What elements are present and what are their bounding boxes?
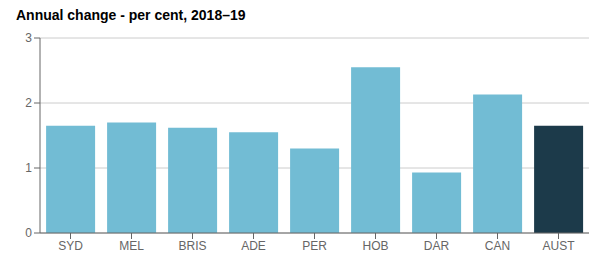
svg-text:HOB: HOB xyxy=(362,239,388,253)
svg-text:3: 3 xyxy=(25,31,32,45)
html-text:Annual change - per cent, 2018: Annual change - per cent, 2018–19 xyxy=(16,7,246,23)
svg-text:0: 0 xyxy=(25,226,32,240)
svg-text:1: 1 xyxy=(25,161,32,175)
svg-text:CAN: CAN xyxy=(485,239,510,253)
svg-text:AUST: AUST xyxy=(542,239,575,253)
svg-text:ADE: ADE xyxy=(241,239,266,253)
svg-text:MEL: MEL xyxy=(119,239,144,253)
svg-text:PER: PER xyxy=(302,239,327,253)
svg-text:SYD: SYD xyxy=(58,239,83,253)
svg-text:BRIS: BRIS xyxy=(178,239,206,253)
svg-text:2: 2 xyxy=(25,96,32,110)
svg-text:DAR: DAR xyxy=(424,239,450,253)
